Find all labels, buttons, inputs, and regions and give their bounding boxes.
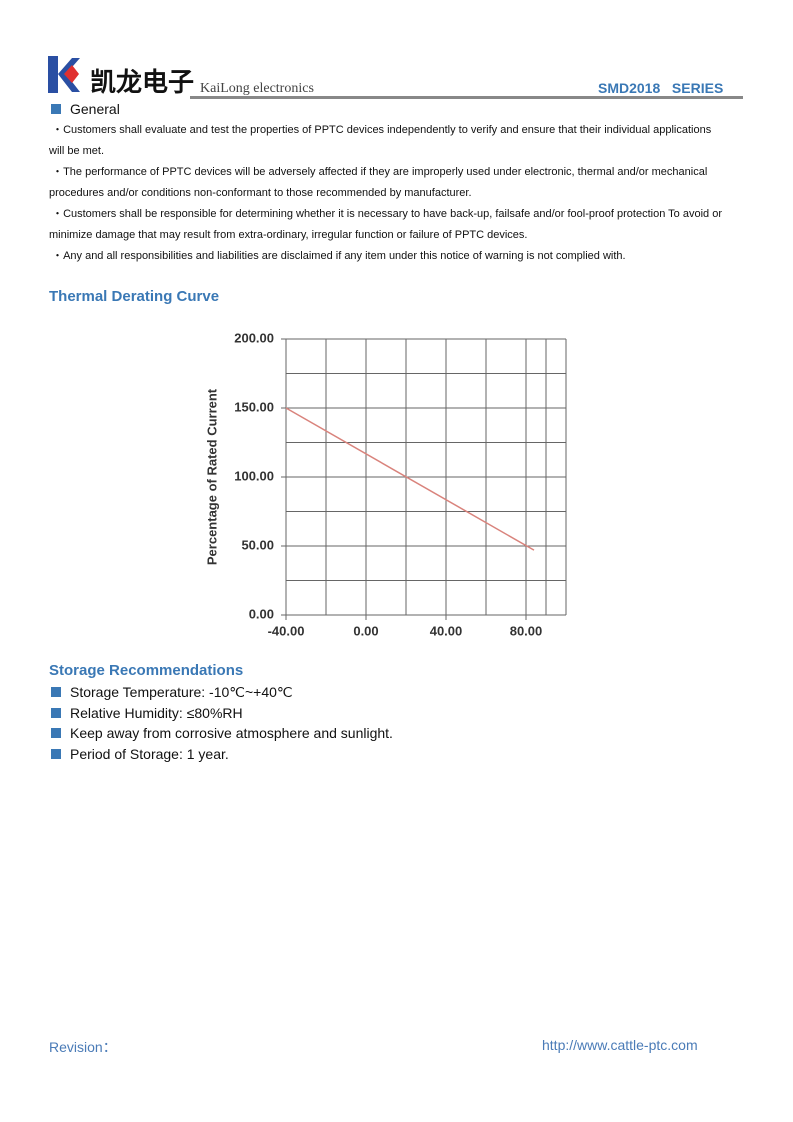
storage-item: Relative Humidity: ≤80%RH xyxy=(51,703,393,724)
company-cn: 凯龙电子 xyxy=(90,68,195,98)
series: SMD2018 SERIES xyxy=(598,80,724,96)
company-en: KaiLong electronics xyxy=(200,81,314,96)
item-text: The performance of PPTC devices will be … xyxy=(49,166,708,199)
y-axis-label: Percentage of Rated Current xyxy=(204,388,219,565)
x-tick-label: 80.00 xyxy=(510,623,543,638)
y-tick-label: 50.00 xyxy=(241,537,274,552)
series-line xyxy=(285,407,535,551)
general-item: ・Customers shall evaluate and test the p… xyxy=(49,124,712,157)
y-tick-label: 100.00 xyxy=(234,468,274,483)
storage-item: Period of Storage: 1 year. xyxy=(51,744,393,765)
y-tick-label: 200.00 xyxy=(234,330,274,345)
general-heading: General xyxy=(51,101,120,117)
general-list: ・Customers shall evaluate and test the p… xyxy=(49,120,724,267)
header-rule xyxy=(190,96,743,99)
item-text: Any and all responsibilities and liabili… xyxy=(63,250,626,262)
storage-item: Keep away from corrosive atmosphere and … xyxy=(51,723,393,744)
item-text: Customers shall evaluate and test the pr… xyxy=(49,124,712,157)
y-tick-label: 0.00 xyxy=(249,606,274,621)
general-item: ・Customers shall be responsible for dete… xyxy=(49,208,722,241)
logo xyxy=(48,56,80,93)
general-item: ・The performance of PPTC devices will be… xyxy=(49,166,708,199)
url: http://www.cattle-ptc.com xyxy=(542,1037,698,1053)
general-item: ・Any and all responsibilities and liabil… xyxy=(49,250,626,262)
chart-title: Thermal Derating Curve xyxy=(49,288,220,305)
storage-title: Storage Recommendations xyxy=(49,662,244,679)
item-text: Customers shall be responsible for deter… xyxy=(49,208,722,241)
y-tick-label: 150.00 xyxy=(234,399,274,414)
general-title: General xyxy=(70,101,120,117)
x-tick-label: 40.00 xyxy=(430,623,463,638)
item-text: Storage Temperature: -10℃~+40℃ xyxy=(70,684,293,700)
revision: Revision： xyxy=(49,1039,117,1055)
item-text: Relative Humidity: ≤80%RH xyxy=(70,704,243,721)
storage-list: Storage Temperature: -10℃~+40℃ Relative … xyxy=(51,682,393,765)
item-text: Keep away from corrosive atmosphere and … xyxy=(70,725,393,742)
x-tick-label: 0.00 xyxy=(353,623,378,638)
storage-item: Storage Temperature: -10℃~+40℃ xyxy=(51,682,393,703)
item-text: Period of Storage: 1 year. xyxy=(70,746,229,763)
x-tick-label: -40.00 xyxy=(268,623,305,638)
